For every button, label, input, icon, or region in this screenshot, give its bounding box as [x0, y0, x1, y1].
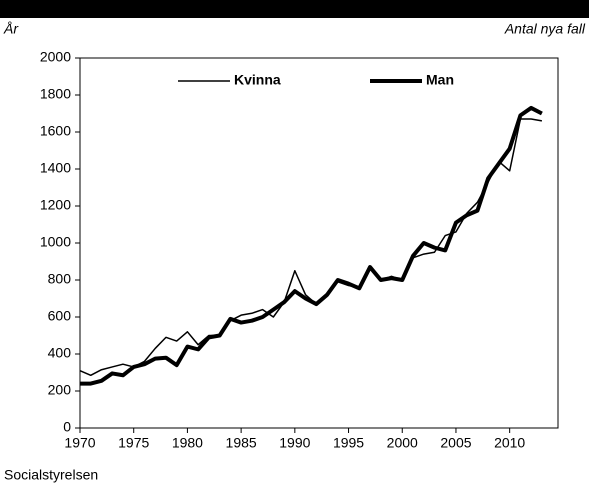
y-tick-label: 1400	[40, 160, 71, 176]
x-tick-label: 1970	[64, 435, 95, 451]
x-tick-label: 1980	[172, 435, 203, 451]
y-tick-label: 1600	[40, 123, 71, 139]
legend-label: Man	[426, 72, 454, 88]
y-tick-label: 0	[63, 419, 71, 435]
y-tick-label: 800	[48, 271, 72, 287]
legend-label: Kvinna	[234, 72, 281, 88]
source: Socialstyrelsen	[4, 467, 98, 483]
x-tick-label: 1985	[226, 435, 257, 451]
y-tick-label: 200	[48, 382, 72, 398]
y-tick-label: 400	[48, 345, 72, 361]
series-line	[80, 105, 543, 386]
plot-frame	[79, 57, 559, 429]
y-tick-label: 600	[48, 308, 72, 324]
x-tick-label: 2010	[494, 435, 525, 451]
y-tick-label: 1000	[40, 234, 71, 250]
x-tick-label: 2005	[440, 435, 471, 451]
x-tick-label: 1975	[118, 435, 149, 451]
y-label: År	[3, 21, 19, 37]
x-tick-label: 1990	[279, 435, 310, 451]
unit-label: Antal nya fall	[504, 21, 586, 37]
x-tick-label: 2000	[387, 435, 418, 451]
y-tick-label: 1800	[40, 86, 71, 102]
x-tick-label: 1995	[333, 435, 364, 451]
header-band	[0, 0, 589, 18]
y-tick-label: 1200	[40, 197, 71, 213]
y-tick-label: 2000	[40, 49, 71, 65]
series-line	[79, 118, 543, 377]
